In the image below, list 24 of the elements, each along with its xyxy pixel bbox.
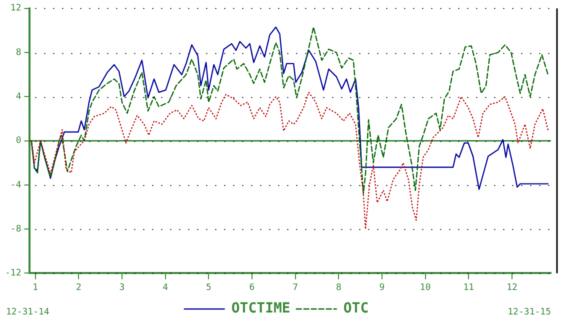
x-tick-label: 9 bbox=[379, 282, 385, 293]
x-tick-label: 6 bbox=[249, 282, 255, 293]
legend-label: OTC bbox=[343, 300, 369, 317]
x-tick-label: 11 bbox=[463, 282, 474, 293]
y-tick-label: -12 bbox=[4, 268, 22, 279]
x-tick-label: 1 bbox=[32, 282, 38, 293]
x-tick-label: 8 bbox=[336, 282, 342, 293]
legend-label: OTCTIME bbox=[231, 300, 290, 317]
y-tick-label: 8 bbox=[16, 48, 22, 58]
x-tick-label: 5 bbox=[206, 282, 212, 293]
x-tick-label: 7 bbox=[292, 282, 298, 293]
x-tick-label: 4 bbox=[162, 282, 168, 293]
y-tick-label: 0 bbox=[16, 136, 22, 146]
x-tick-label: 10 bbox=[420, 282, 431, 293]
y-tick-label: 4 bbox=[16, 92, 22, 102]
x-tick-label: 3 bbox=[119, 282, 125, 293]
y-tick-label: 12 bbox=[10, 4, 22, 14]
y-tick-label: -8 bbox=[10, 224, 22, 234]
line-series bbox=[30, 92, 549, 230]
x-tick-label: 2 bbox=[76, 282, 82, 293]
y-tick-label: -4 bbox=[10, 180, 22, 190]
text: 12-31-15 bbox=[508, 307, 551, 318]
text: 12-31-14 bbox=[6, 307, 50, 318]
x-tick-label: 12 bbox=[506, 282, 518, 293]
